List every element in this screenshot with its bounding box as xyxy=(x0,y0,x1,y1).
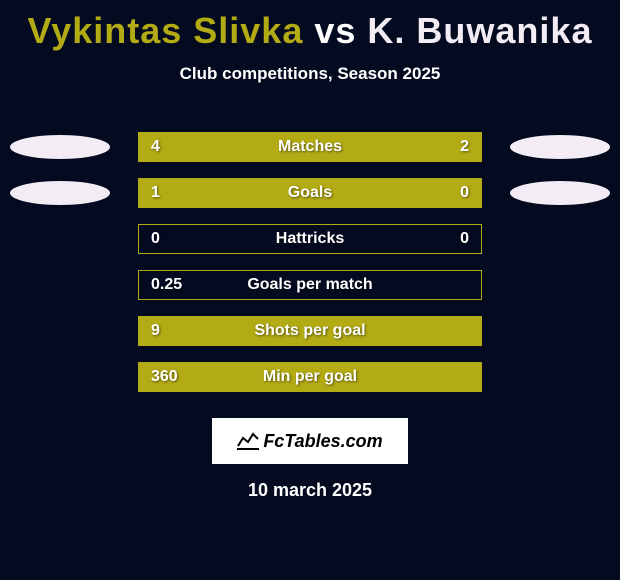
player2-marker xyxy=(510,181,610,205)
stat-value-left: 4 xyxy=(151,138,160,156)
stat-value-left: 0.25 xyxy=(151,276,182,294)
stat-bar-left xyxy=(139,179,406,207)
stat-value-right: 0 xyxy=(460,230,469,248)
stat-label: Min per goal xyxy=(263,368,357,386)
stat-value-left: 0 xyxy=(151,230,160,248)
stat-row: 0.25 Goals per match xyxy=(0,262,620,308)
player1-marker xyxy=(10,181,110,205)
stat-value-right: 0 xyxy=(460,184,469,202)
page-title: Vykintas Slivka vs K. Buwanika xyxy=(0,0,620,52)
date-text: 10 march 2025 xyxy=(0,480,620,501)
stat-label: Shots per goal xyxy=(254,322,365,340)
player1-marker xyxy=(10,135,110,159)
stat-bar-right xyxy=(406,179,481,207)
player2-marker xyxy=(510,135,610,159)
stat-value-left: 9 xyxy=(151,322,160,340)
stat-label: Hattricks xyxy=(276,230,344,248)
stat-label: Goals per match xyxy=(247,276,372,294)
stat-row: 4 2 Matches xyxy=(0,124,620,170)
stat-value-right: 2 xyxy=(460,138,469,156)
player2-name: K. Buwanika xyxy=(367,10,592,51)
stat-bar-track: 1 0 Goals xyxy=(138,178,482,208)
stat-label: Goals xyxy=(288,184,332,202)
vs-text: vs xyxy=(314,10,356,51)
stat-label: Matches xyxy=(278,138,342,156)
comparison-chart: 4 2 Matches 1 0 Goals 0 0 Hattricks 0.25 Goals per… xyxy=(0,124,620,400)
stat-value-left: 360 xyxy=(151,368,178,386)
stat-bar-track: 0.25 Goals per match xyxy=(138,270,482,300)
stat-bar-track: 9 Shots per goal xyxy=(138,316,482,346)
player1-name: Vykintas Slivka xyxy=(28,10,304,51)
chart-icon xyxy=(237,432,259,450)
subtitle: Club competitions, Season 2025 xyxy=(0,64,620,84)
source-badge: FcTables.com xyxy=(212,418,408,464)
stat-bar-track: 4 2 Matches xyxy=(138,132,482,162)
stat-bar-track: 360 Min per goal xyxy=(138,362,482,392)
stat-bar-track: 0 0 Hattricks xyxy=(138,224,482,254)
stat-row: 0 0 Hattricks xyxy=(0,216,620,262)
badge-text: FcTables.com xyxy=(263,431,382,452)
stat-row: 1 0 Goals xyxy=(0,170,620,216)
stat-value-left: 1 xyxy=(151,184,160,202)
stat-row: 9 Shots per goal xyxy=(0,308,620,354)
stat-row: 360 Min per goal xyxy=(0,354,620,400)
